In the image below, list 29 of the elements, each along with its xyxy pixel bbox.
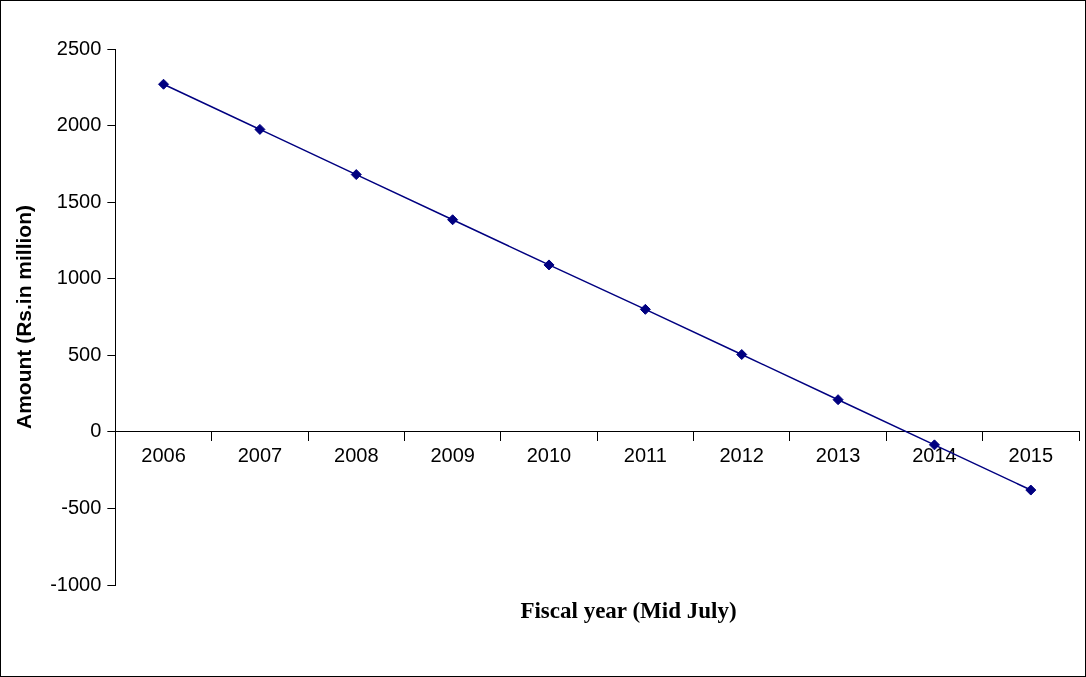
x-tick-label: 2013 xyxy=(815,444,861,467)
y-tick-label: 1000 xyxy=(56,266,102,289)
x-tick-label: 2006 xyxy=(141,444,186,467)
y-tick-label: 500 xyxy=(67,342,102,365)
x-axis-title: Fiscal year (Mid July) xyxy=(519,598,738,624)
y-axis-title: Amount (Rs.in million) xyxy=(12,205,36,429)
point xyxy=(832,394,844,406)
x-tick-label: 2014 xyxy=(912,444,957,467)
y-tick-label: 1500 xyxy=(56,189,102,212)
y-tick-label: 2500 xyxy=(56,36,102,59)
point xyxy=(158,78,170,90)
x-tick-label: 2008 xyxy=(334,444,379,467)
point xyxy=(736,349,748,361)
x-tick-label: 2009 xyxy=(430,444,475,467)
x-tick-label: 2011 xyxy=(623,444,667,467)
point xyxy=(1025,484,1037,496)
x-tick-label: 2007 xyxy=(237,444,283,467)
y-tick-label: -1000 xyxy=(50,572,102,595)
y-tick-label: -500 xyxy=(61,495,102,518)
y-tick-label: 0 xyxy=(90,419,102,442)
point xyxy=(639,303,651,315)
point xyxy=(447,214,459,226)
x-tick-label: 2012 xyxy=(719,444,764,467)
point xyxy=(350,169,362,181)
x-tick-label: 2015 xyxy=(1008,444,1054,467)
y-tick-label: 2000 xyxy=(56,113,102,136)
x-tick-label: 2010 xyxy=(526,444,572,467)
point xyxy=(254,123,266,135)
point xyxy=(543,259,555,271)
